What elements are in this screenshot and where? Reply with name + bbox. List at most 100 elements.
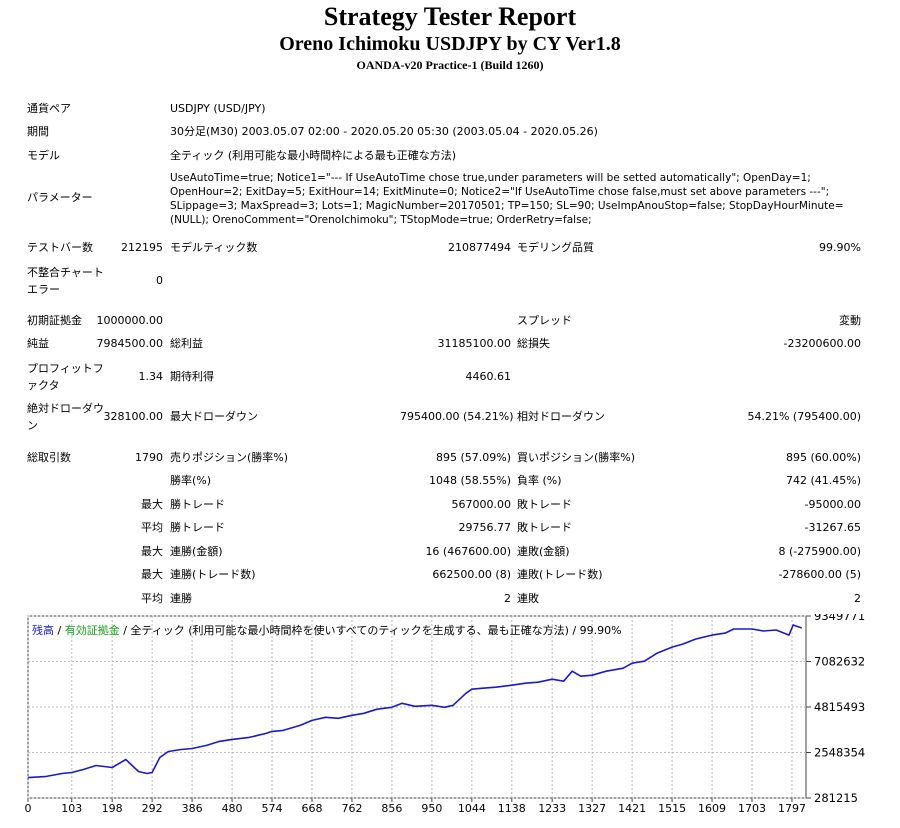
- chart-legend: 残高 / 有効証拠金 / 全ティック (利用可能な最小時間枠を使いすべてのティッ…: [32, 622, 622, 638]
- x-tick-label: 1797: [778, 802, 806, 815]
- params-value: UseAutoTime=true; Notice1="--- If UseAut…: [170, 172, 844, 226]
- win-rate-value: 1048 (58.55%): [428, 474, 511, 487]
- x-tick-label: 480: [222, 802, 243, 815]
- x-tick-label: 1515: [658, 802, 686, 815]
- y-tick-label: 2548354: [814, 746, 865, 760]
- max-word: 最大: [141, 568, 163, 581]
- legend-equity: 有効証拠金: [64, 624, 120, 637]
- win-rate-label: 勝率(%): [170, 474, 212, 487]
- rel-dd-label: 相対ドローダウン: [517, 410, 605, 423]
- max-dd-label: 最大ドローダウン: [170, 410, 258, 423]
- x-tick-label: 668: [301, 802, 322, 815]
- short-value: 895 (57.09%): [435, 451, 511, 464]
- pf-label: プロフィットファクタ: [27, 362, 104, 392]
- gross-profit-label: 総利益: [170, 337, 203, 350]
- y-tick-label: 7082632: [814, 655, 865, 669]
- loss-rate-label: 負率 (%): [517, 474, 562, 487]
- x-tick-label: 950: [421, 802, 442, 815]
- deposit-label: 初期証拠金: [27, 314, 82, 327]
- mismatch-value: 0: [156, 274, 163, 287]
- largest-win-value: 567000.00: [451, 498, 512, 511]
- y-tick-label: 9349771: [814, 614, 865, 623]
- y-tick-label: 281215: [814, 791, 858, 805]
- largest-loss-value: -95000.00: [804, 498, 861, 511]
- server-info: OANDA-v20 Practice-1 (Build 1260): [356, 58, 544, 72]
- x-tick-label: 1421: [618, 802, 646, 815]
- params-label: パラメーター: [27, 191, 93, 204]
- x-tick-label: 1609: [698, 802, 726, 815]
- equity-chart: 0 103 198 292 386 480 574 668 762 856 950 1044 1138 1…: [24, 614, 900, 824]
- trades-value: 1790: [135, 451, 163, 464]
- spread-label: スプレッド: [517, 314, 572, 327]
- period-value: 30分足(M30) 2003.05.07 02:00 - 2020.05.20 …: [170, 125, 598, 138]
- max-word: 最大: [141, 498, 163, 511]
- legend-balance: 残高: [32, 624, 54, 637]
- abs-dd-label: 絶対ドローダウン: [27, 402, 104, 432]
- largest-loss-label: 敗トレード: [517, 498, 572, 511]
- max-dd-value: 795400.00 (54.21%): [400, 410, 514, 423]
- avg-win-value: 29756.77: [458, 521, 512, 534]
- max-consec-wins-value: 16 (467600.00): [425, 545, 511, 558]
- x-tick-label: 1703: [738, 802, 766, 815]
- deposit-value: 1000000.00: [96, 314, 163, 327]
- max-consec-wins-label: 連勝(金額): [170, 545, 223, 558]
- trades-label: 総取引数: [27, 451, 71, 464]
- avg-win-label: 勝トレード: [170, 521, 225, 534]
- x-tick-label: 856: [381, 802, 402, 815]
- max-consec-losses-value: 8 (-275900.00): [778, 545, 861, 558]
- model-label: モデル: [27, 149, 60, 162]
- x-tick-label: 386: [182, 802, 203, 815]
- net-label: 純益: [27, 337, 49, 350]
- x-tick-label: 292: [142, 802, 163, 815]
- x-tick-label: 574: [262, 802, 283, 815]
- spread-value: 変動: [839, 314, 861, 327]
- x-tick-label: 1138: [498, 802, 526, 815]
- max-consec-profit-value: 662500.00 (8): [432, 568, 511, 581]
- y-tick-label: 4815493: [814, 700, 865, 714]
- expected-value: 4460.61: [465, 370, 512, 383]
- x-tick-label: 198: [102, 802, 123, 815]
- bars-label: テストバー数: [27, 241, 93, 254]
- long-value: 895 (60.00%): [785, 451, 861, 464]
- gross-profit-value: 31185100.00: [437, 337, 511, 350]
- avg-word: 平均: [141, 592, 163, 605]
- pf-value: 1.34: [138, 370, 164, 383]
- x-tick-label: 0: [25, 802, 32, 815]
- avg-loss-value: -31267.65: [804, 521, 861, 534]
- quality-value: 99.90%: [819, 241, 861, 254]
- x-tick-label: 103: [61, 802, 82, 815]
- max-consec-profit-label: 連勝(トレード数): [170, 568, 256, 581]
- legend-separator: /: [119, 624, 131, 637]
- ticks-label: モデルティック数: [170, 241, 258, 254]
- report-subtitle: Oreno Ichimoku USDJPY by CY Ver1.8: [279, 33, 621, 55]
- net-value: 7984500.00: [96, 337, 163, 350]
- avg-consec-losses-label: 連敗: [517, 592, 539, 605]
- loss-rate-value: 742 (41.45%): [785, 474, 861, 487]
- avg-word: 平均: [141, 521, 163, 534]
- expected-label: 期待利得: [170, 370, 214, 383]
- report-title: Strategy Tester Report: [323, 2, 577, 31]
- balance-line: [27, 624, 802, 779]
- mismatch-label: 不整合チャートエラー: [27, 266, 104, 296]
- avg-consec-losses-value: 2: [854, 592, 861, 605]
- legend-separator: /: [54, 624, 65, 637]
- x-tick-label: 1327: [578, 802, 606, 815]
- equity-chart-svg: 0 103 198 292 386 480 574 668 762 856 950 1044 1138 1…: [25, 614, 866, 815]
- max-word: 最大: [141, 545, 163, 558]
- rel-dd-value: 54.21% (795400.00): [747, 410, 861, 423]
- max-consec-losses-label: 連敗(金額): [517, 545, 570, 558]
- short-label: 売りポジション(勝率%): [170, 451, 289, 464]
- largest-win-label: 勝トレード: [170, 498, 225, 511]
- gross-loss-label: 総損失: [517, 337, 550, 350]
- x-tick-label: 1233: [538, 802, 566, 815]
- avg-consec-wins-label: 連勝: [170, 592, 192, 605]
- ticks-value: 210877494: [448, 241, 511, 254]
- legend-model: 全ティック (利用可能な最小時間枠を使いすべてのティックを生成する、最も正確な方…: [130, 624, 622, 637]
- abs-dd-value: 328100.00: [103, 410, 164, 423]
- long-label: 買いポジション(勝率%): [517, 451, 636, 464]
- x-tick-label: 1044: [458, 802, 486, 815]
- model-value: 全ティック (利用可能な最小時間枠による最も正確な方法): [170, 149, 457, 162]
- max-consec-loss-label: 連敗(トレード数): [517, 568, 603, 581]
- gross-loss-value: -23200600.00: [783, 337, 861, 350]
- pair-label: 通貨ペア: [27, 102, 71, 115]
